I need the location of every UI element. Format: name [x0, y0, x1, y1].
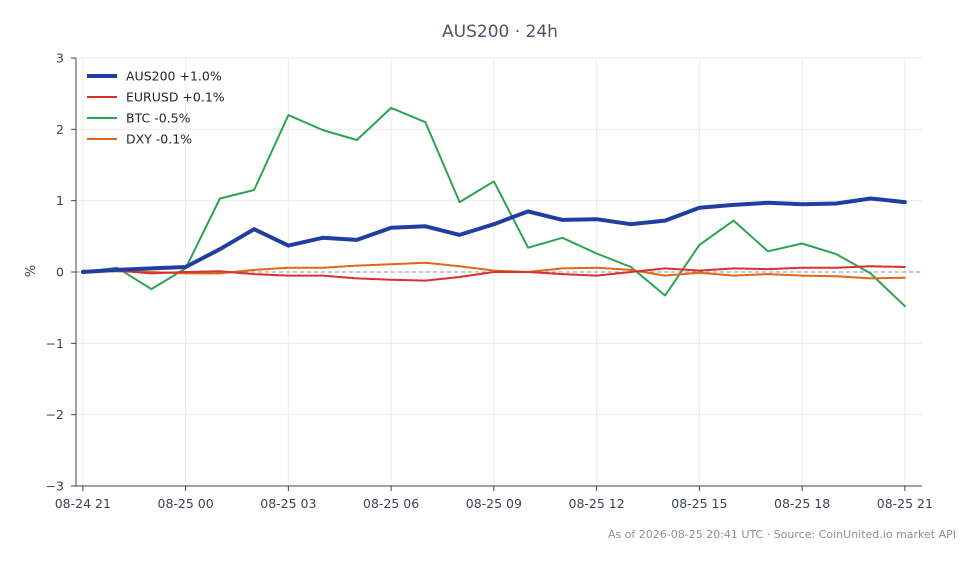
legend-label: DXY -0.1%: [126, 132, 192, 147]
series-line: [81, 106, 906, 308]
y-ticks: 3 2 1 0 −1 −2 −3: [46, 51, 76, 494]
series-line: [80, 196, 907, 274]
y-tick-label: 3: [56, 51, 64, 66]
x-tick-label: 08-25 12: [569, 496, 625, 511]
y-tick-label: −3: [46, 479, 64, 494]
y-tick-label: 0: [56, 265, 64, 280]
chart-title: AUS200 · 24h: [442, 22, 558, 42]
y-tick-label: 2: [56, 122, 64, 137]
x-tick-label: 08-24 21: [55, 496, 111, 511]
x-tick-label: 08-25 15: [671, 496, 727, 511]
y-tick-label: 1: [56, 193, 64, 208]
y-tick-label: −1: [46, 336, 64, 351]
x-tick-label: 08-25 00: [158, 496, 214, 511]
x-ticks: 08-24 21 08-25 00 08-25 03 08-25 06 08-25 09…: [55, 486, 933, 511]
legend-label: AUS200 +1.0%: [126, 69, 222, 84]
legend: AUS200 +1.0% EURUSD +0.1% BTC -0.5% DXY -0.…: [87, 69, 225, 147]
y-axis-label: %: [24, 265, 39, 277]
x-tick-label: 08-25 18: [774, 496, 830, 511]
series-layer: [80, 106, 907, 308]
x-tick-label: 08-25 09: [466, 496, 522, 511]
legend-label: EURUSD +0.1%: [126, 90, 225, 105]
x-tick-label: 08-25 03: [260, 496, 316, 511]
x-tick-label: 08-25 21: [877, 496, 933, 511]
series-line: [81, 261, 906, 280]
x-tick-label: 08-25 06: [363, 496, 419, 511]
legend-label: BTC -0.5%: [126, 111, 191, 126]
y-tick-label: −2: [46, 407, 64, 422]
series-line: [81, 265, 906, 282]
footer-source: As of 2026-08-25 20:41 UTC · Source: Coi…: [608, 528, 956, 541]
